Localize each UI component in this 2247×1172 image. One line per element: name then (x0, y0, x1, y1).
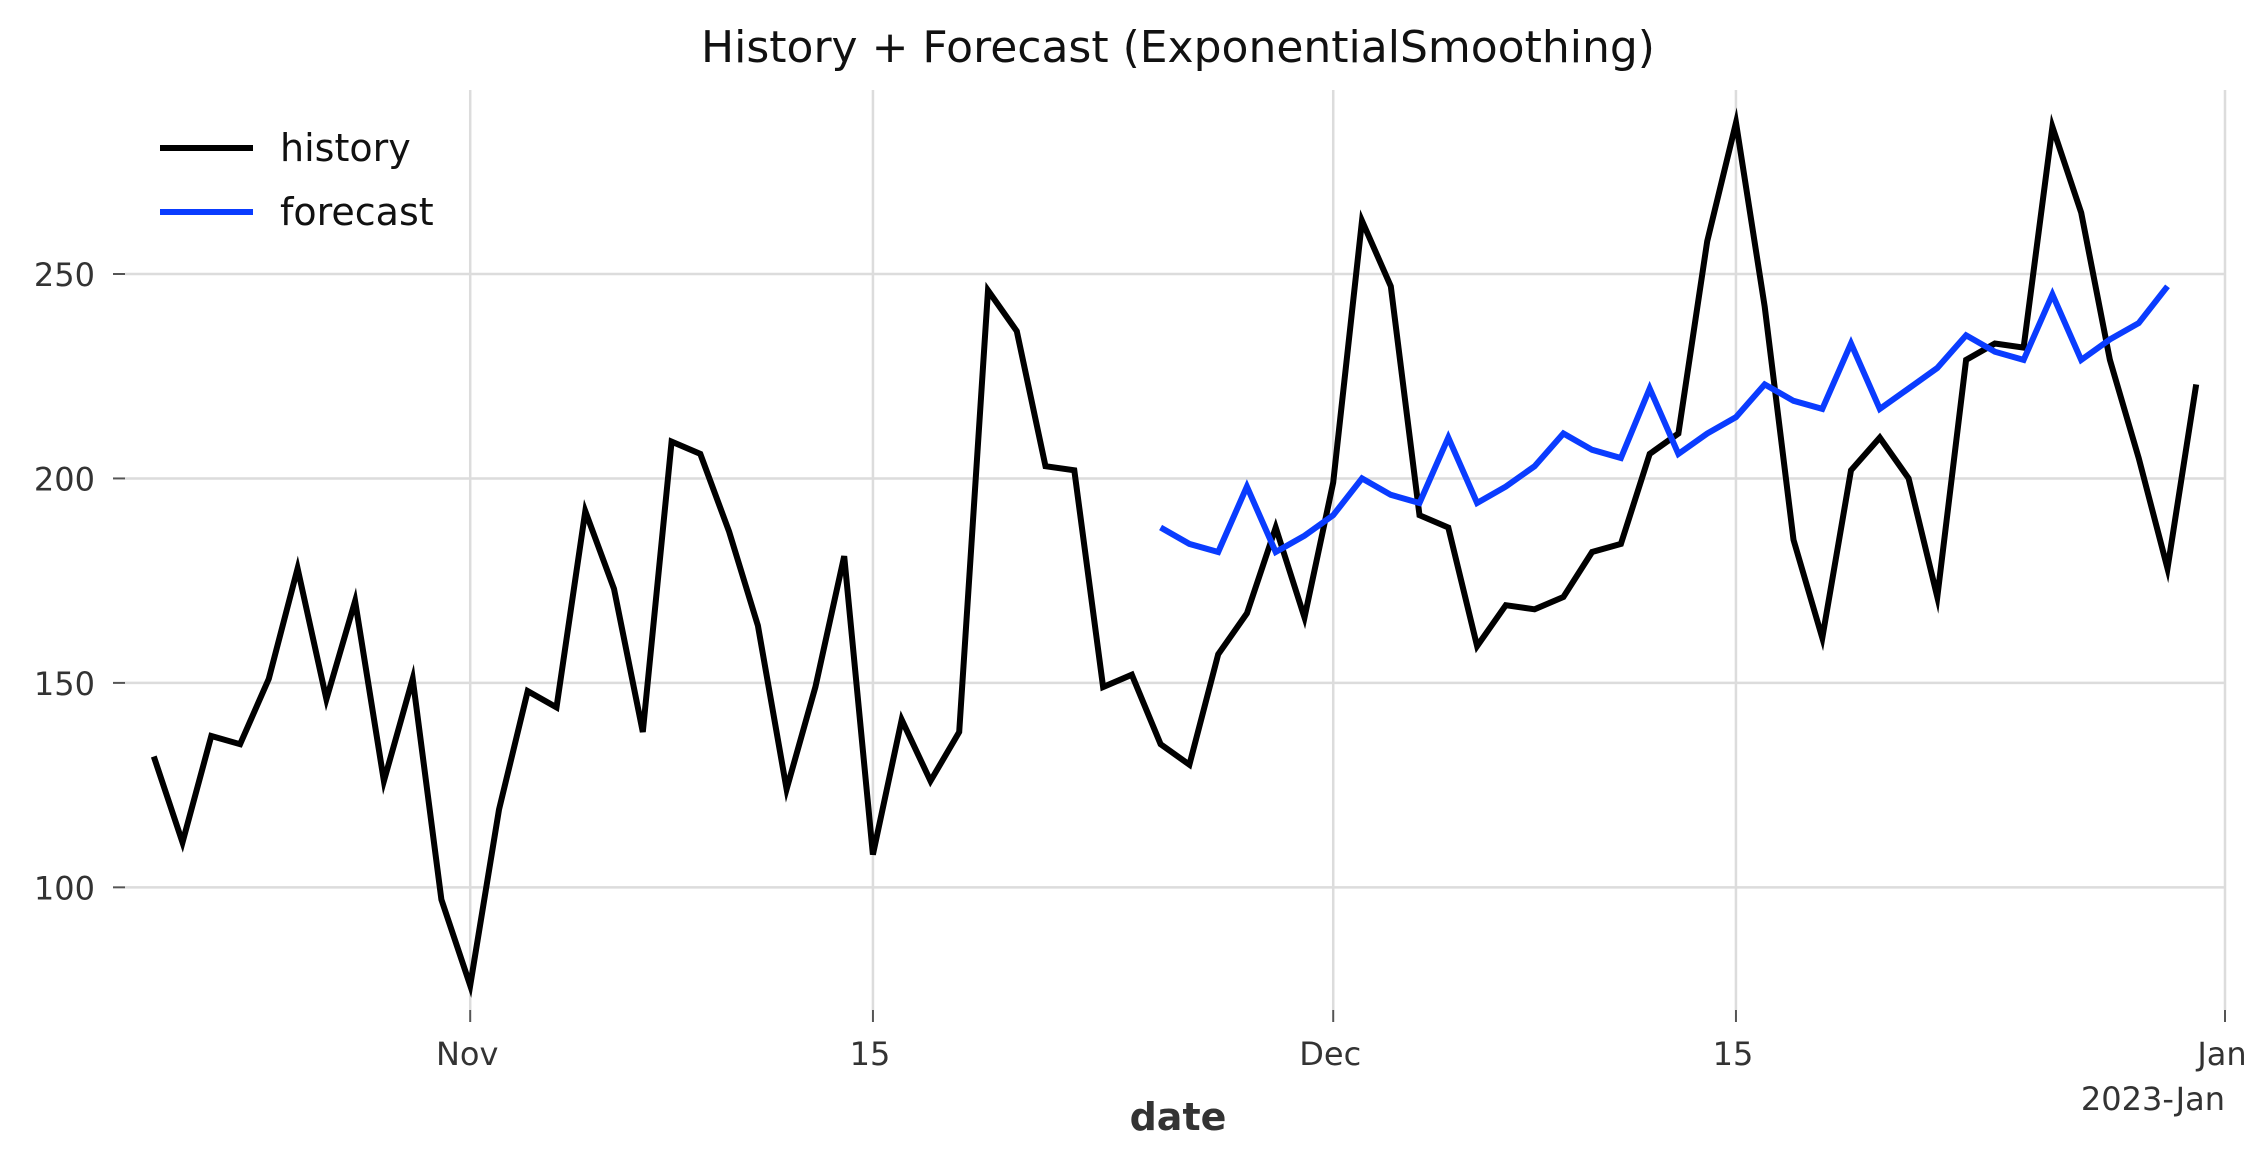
x-tick-label: 15 (850, 1035, 891, 1073)
series-lines (154, 123, 2196, 986)
legend-label-forecast: forecast (280, 190, 434, 234)
y-tick-label: 250 (34, 256, 95, 294)
chart-title: History + Forecast (ExponentialSmoothing… (701, 22, 1655, 73)
y-tick-label: 200 (34, 460, 95, 498)
y-axis: 100 150 200 250 (34, 256, 125, 907)
legend: history forecast (160, 126, 434, 234)
x-tick-label: Nov (436, 1035, 498, 1073)
x-tick-sublabel: 2023-Jan (2081, 1080, 2225, 1118)
y-tick-label: 100 (34, 869, 95, 907)
x-axis: Nov 15 Dec 15 Jan 2023-Jan (436, 1010, 2247, 1118)
series-history (154, 123, 2196, 986)
x-tick-label: Jan (2195, 1035, 2246, 1073)
x-tick-label: 15 (1713, 1035, 1754, 1073)
forecast-line (1161, 286, 2168, 552)
history-line (154, 123, 2196, 986)
legend-label-history: history (280, 126, 411, 170)
y-tick-label: 150 (34, 665, 95, 703)
x-axis-label: date (1130, 1095, 1227, 1139)
x-tick-label: Dec (1299, 1035, 1361, 1073)
series-forecast (1161, 286, 2168, 552)
